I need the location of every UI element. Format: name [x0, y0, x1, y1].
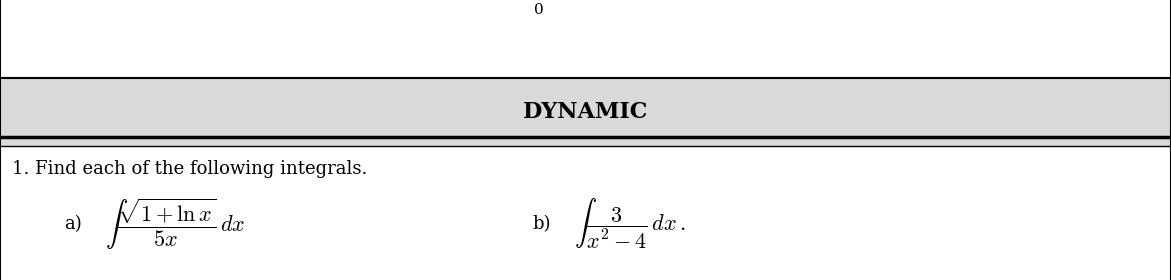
Text: a): a) — [64, 215, 82, 233]
Text: b): b) — [533, 215, 552, 233]
Bar — [0, 146, 1171, 280]
Text: $\int \dfrac{\sqrt{1+\ln x}}{5x}\,dx$: $\int \dfrac{\sqrt{1+\ln x}}{5x}\,dx$ — [105, 196, 246, 252]
Text: $\int \dfrac{3}{x^2-4}\,dx\,.$: $\int \dfrac{3}{x^2-4}\,dx\,.$ — [574, 197, 685, 251]
Text: 1. Find each of the following integrals.: 1. Find each of the following integrals. — [12, 160, 367, 178]
Bar — [0, 78, 1171, 146]
Text: DYNAMIC: DYNAMIC — [522, 101, 649, 123]
Text: 0: 0 — [534, 3, 543, 17]
